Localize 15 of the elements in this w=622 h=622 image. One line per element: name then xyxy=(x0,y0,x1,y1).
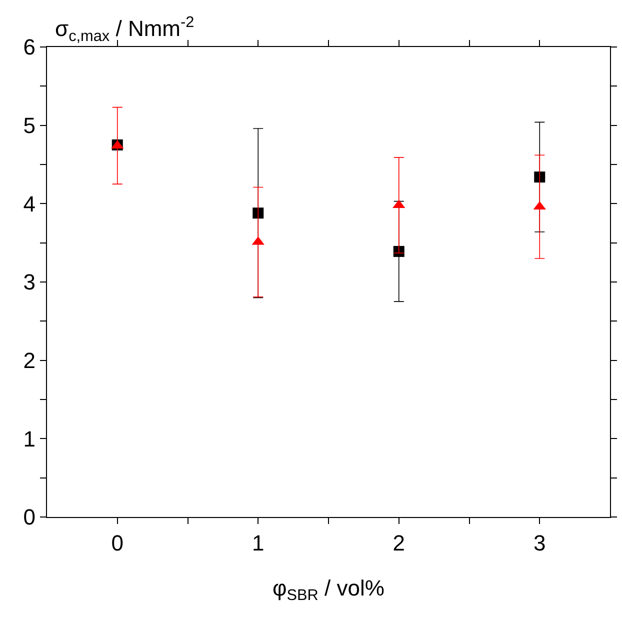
x-tick-label: 2 xyxy=(392,530,406,556)
y-tick-label: 0 xyxy=(23,504,36,530)
x-axis-title: φ$_{SBR}$ / vol% xyxy=(272,575,384,604)
y-tick-label: 2 xyxy=(23,348,36,374)
y-tick-label: 3 xyxy=(23,270,36,295)
x-tick-label: 1 xyxy=(252,530,264,556)
point xyxy=(534,172,546,183)
y-tick-label: 4 xyxy=(23,191,36,216)
y-axis-title: σ$_{c,max}$ / Nmm$^{-2}$ xyxy=(55,14,194,45)
x-tick-label: 0 xyxy=(111,530,124,556)
y-tick-label: 6 xyxy=(23,34,36,60)
x-tick-label: 3 xyxy=(534,530,546,556)
y-tick-label: 5 xyxy=(23,113,36,138)
point xyxy=(252,208,264,219)
y-tick-label: 1 xyxy=(23,426,36,452)
